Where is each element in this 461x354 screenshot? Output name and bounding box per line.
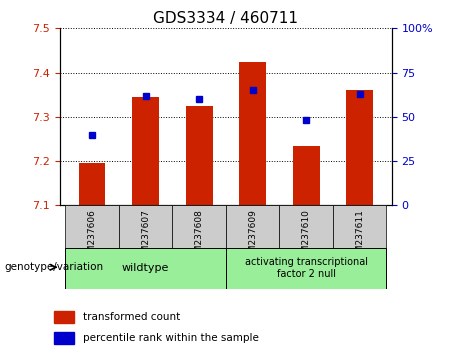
Bar <box>132 97 159 205</box>
Text: wildtype: wildtype <box>122 263 169 273</box>
Bar <box>239 62 266 205</box>
Text: genotype/variation: genotype/variation <box>5 262 104 272</box>
Bar <box>186 106 213 205</box>
Bar <box>226 205 279 250</box>
Text: GSM237608: GSM237608 <box>195 209 204 264</box>
Bar <box>172 205 226 250</box>
Bar <box>226 248 386 289</box>
Bar <box>119 205 172 250</box>
Bar <box>65 205 119 250</box>
Text: GSM237606: GSM237606 <box>88 209 96 264</box>
Text: GSM237610: GSM237610 <box>301 209 311 264</box>
Bar <box>54 312 75 323</box>
Text: GSM237609: GSM237609 <box>248 209 257 264</box>
Bar <box>293 145 319 205</box>
Text: transformed count: transformed count <box>83 312 180 322</box>
Bar <box>54 332 75 343</box>
Bar <box>279 205 333 250</box>
Text: activating transcriptional
factor 2 null: activating transcriptional factor 2 null <box>245 257 368 279</box>
Title: GDS3334 / 460711: GDS3334 / 460711 <box>154 11 298 26</box>
Bar <box>65 248 226 289</box>
Text: percentile rank within the sample: percentile rank within the sample <box>83 333 259 343</box>
Text: GSM237611: GSM237611 <box>355 209 364 264</box>
Bar <box>333 205 386 250</box>
Bar <box>79 163 106 205</box>
Bar <box>346 90 373 205</box>
Text: GSM237607: GSM237607 <box>141 209 150 264</box>
